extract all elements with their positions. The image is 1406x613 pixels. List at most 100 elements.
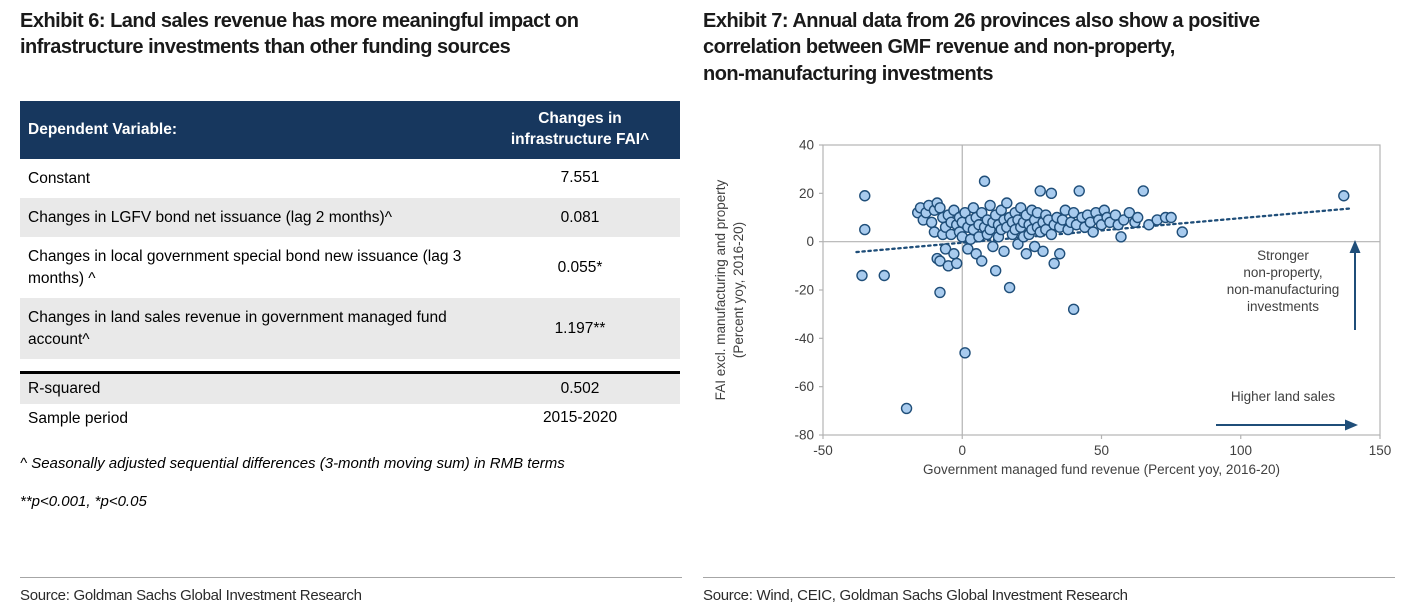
scatter-point [859, 190, 871, 202]
scatter-point [939, 243, 952, 255]
row-value: 2015-2020 [542, 409, 618, 427]
x-tick-label: 150 [1369, 443, 1392, 458]
row-label: Constant [28, 169, 91, 187]
table-spacer-row [20, 358, 680, 373]
row-value: 1.197** [480, 298, 680, 359]
scatter-point [900, 402, 913, 415]
exhibit-6-title: Exhibit 6: Land sales revenue has more m… [20, 8, 682, 61]
y-tick-label: 40 [799, 138, 814, 153]
scatter-point [1067, 303, 1080, 316]
scatter-point [1034, 185, 1046, 197]
scatter-point [976, 255, 988, 267]
exhibit-7-title-line-2: correlation between GMF revenue and non-… [703, 36, 1175, 59]
scatter-point [1073, 185, 1085, 197]
regression-table: Dependent Variable: Changes in infrastru… [20, 100, 680, 433]
table-row: Changes in LGFV bond net issuance (lag 2… [20, 198, 680, 238]
x-axis-label: Government managed fund revenue (Percent… [923, 462, 1280, 477]
source-right: Source: Wind, CEIC, Goldman Sachs Global… [703, 577, 1395, 604]
scatter-point [1028, 240, 1041, 253]
table-row: Constant 7.551 [20, 159, 680, 198]
footnote-seasonal-adjustment: ^ Seasonally adjusted sequential differe… [20, 455, 565, 473]
row-label: Sample period [28, 409, 128, 427]
annotation-stronger-line: non-property, [1243, 265, 1322, 280]
annotation-stronger-line: non-manufacturing [1227, 282, 1340, 297]
exhibit-6-title-line-2: infrastructure investments than other fu… [20, 36, 511, 59]
scatter-point [1132, 211, 1144, 224]
scatter-point [948, 248, 960, 260]
right-arrow-head-icon [1345, 419, 1358, 431]
y-tick-label: -20 [794, 283, 814, 298]
y-tick-label: -60 [794, 379, 814, 394]
y-tick-label: 20 [799, 186, 814, 201]
scatter-point [925, 216, 938, 229]
scatter-point [1037, 245, 1049, 258]
scatter-point [978, 175, 991, 187]
row-label: Changes in LGFV bond net issuance (lag 2… [20, 198, 480, 238]
row-label: Changes in land sales revenue in governm… [20, 298, 480, 359]
scatter-point [998, 245, 1010, 258]
table-row-r-squared: R-squared 0.502 [20, 371, 680, 404]
scatter-point [934, 286, 946, 299]
table-header-label: Dependent Variable: [20, 100, 480, 159]
row-value: 7.551 [560, 169, 600, 187]
scatter-point [1338, 190, 1350, 202]
table-row: Changes in local government special bond… [20, 237, 680, 298]
scatter-point [1045, 228, 1058, 241]
y-axis-label-line-1: FAI excl. manufacturing and property [713, 179, 728, 400]
scatter-point [1176, 226, 1188, 238]
source-left: Source: Goldman Sachs Global Investment … [20, 577, 682, 604]
table-row-sample-period: Sample period 2015-2020 [20, 404, 680, 433]
scatter-point [950, 257, 963, 270]
scatter-point [1020, 248, 1033, 260]
scatter-point [856, 269, 868, 282]
table-header-value: Changes in infrastructure FAI^ [480, 100, 680, 159]
row-label: R-squared [20, 371, 480, 404]
row-value: 0.055* [557, 258, 603, 276]
scatter-point [934, 255, 946, 267]
y-axis-label-line-2: (Percent yoy, 2016-20) [731, 222, 746, 358]
table-header-row: Dependent Variable: Changes in infrastru… [20, 100, 680, 159]
trend-line [855, 207, 1354, 254]
y-tick-label: 0 [806, 234, 814, 249]
table-row: Changes in land sales revenue in governm… [20, 298, 680, 359]
scatter-point [1003, 281, 1016, 294]
x-tick-label: 50 [1094, 443, 1109, 458]
scatter-point [878, 269, 890, 282]
y-tick-label: -80 [794, 428, 814, 443]
scatter-chart: 40 20 0 -20 -40 -60 -80 -50 0 50 100 150 Stronger non… [703, 130, 1395, 478]
scatter-point [1115, 231, 1127, 243]
scatter-point [1123, 206, 1136, 219]
row-value: 0.081 [480, 198, 680, 238]
scatter-point [1067, 206, 1080, 219]
scatter-point [859, 223, 871, 236]
scatter-point [934, 202, 946, 214]
annotation-higher-land-sales: Higher land sales [1231, 389, 1336, 404]
scatter-point [1045, 187, 1058, 200]
scatter-point [1137, 185, 1149, 197]
x-tick-label: 0 [958, 443, 966, 458]
exhibit-6-panel: Exhibit 6: Land sales revenue has more m… [20, 8, 682, 608]
annotation-stronger-line: investments [1247, 299, 1319, 314]
x-tick-label: 100 [1229, 443, 1252, 458]
exhibit-6-title-line-1: Exhibit 6: Land sales revenue has more m… [20, 10, 579, 32]
exhibit-7-panel: Exhibit 7: Annual data from 26 provinces… [703, 8, 1395, 608]
x-tick-label: -50 [813, 443, 833, 458]
scatter-point [1001, 197, 1013, 209]
exhibit-7-title: Exhibit 7: Annual data from 26 provinces… [703, 8, 1395, 87]
annotation-stronger-line: Stronger [1257, 248, 1309, 263]
exhibit-7-title-line-1: Exhibit 7: Annual data from 26 provinces… [703, 10, 1260, 32]
row-value: 0.502 [480, 371, 680, 404]
scatter-point [1087, 226, 1099, 238]
y-tick-label: -40 [794, 331, 814, 346]
scatter-point [959, 347, 971, 359]
up-arrow-head-icon [1349, 240, 1361, 253]
scatter-point [1054, 248, 1066, 260]
footnote-p-values: **p<0.001, *p<0.05 [20, 492, 147, 510]
scatter-plot-svg: 40 20 0 -20 -40 -60 -80-50 0 50 100 150 Stronger non… [713, 138, 1392, 478]
scatter-point [989, 264, 1002, 277]
row-label: Changes in local government special bond… [28, 248, 462, 287]
scatter-point [984, 199, 996, 212]
scatter-point [987, 240, 999, 253]
exhibit-7-title-line-3: non-manufacturing investments [703, 62, 993, 85]
scatter-point [1143, 219, 1155, 231]
